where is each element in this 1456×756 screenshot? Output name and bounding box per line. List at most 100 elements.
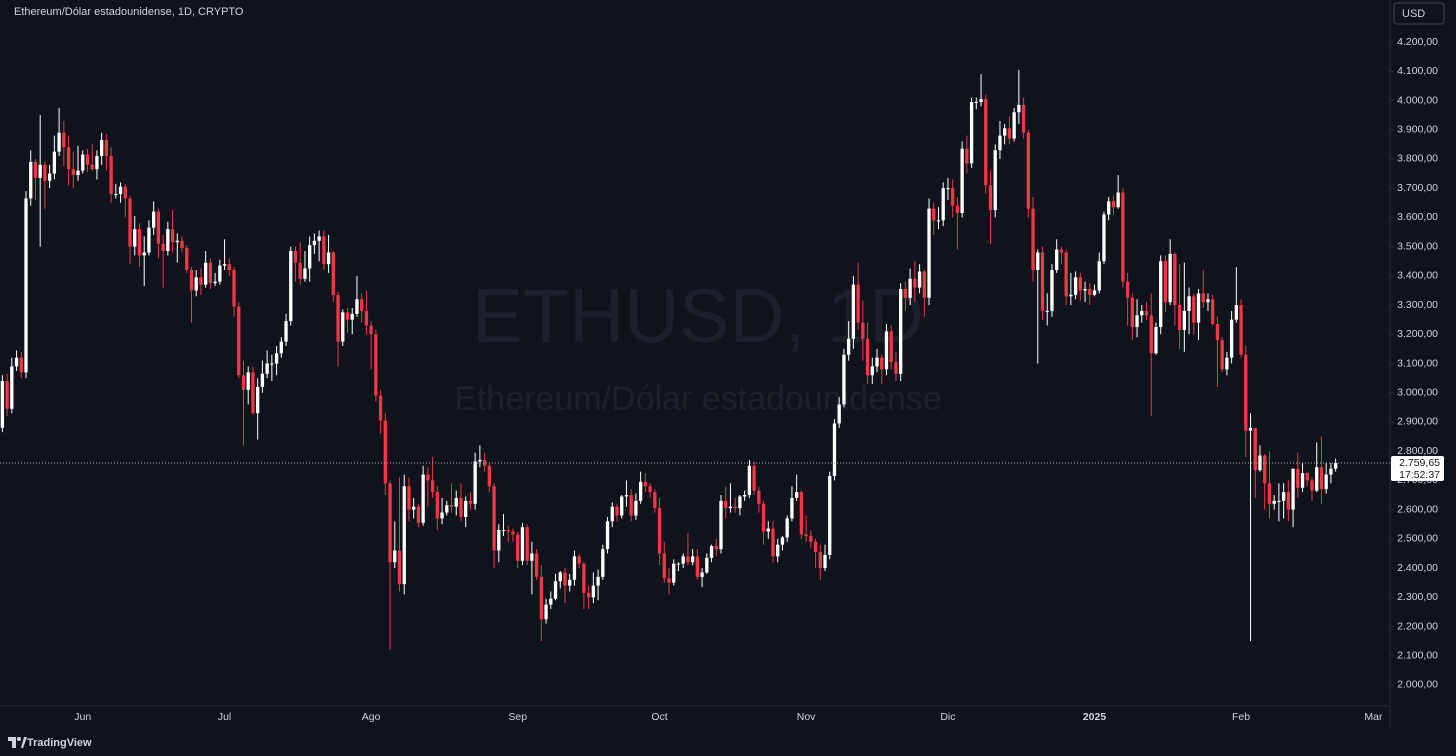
candle-body [809, 535, 813, 542]
y-tick-label: 3.000,00 [1397, 387, 1438, 399]
candle-body [752, 465, 756, 491]
candle-body [317, 236, 321, 241]
candle-body [478, 459, 482, 462]
candle-body [586, 592, 591, 598]
candle-body [790, 497, 794, 519]
candle-body [1329, 468, 1333, 475]
candle-body [1315, 467, 1319, 491]
candle-body [1121, 192, 1125, 282]
candle-body [506, 530, 510, 532]
candle-body [549, 598, 553, 605]
candle-body [24, 198, 28, 373]
candle-body [1026, 132, 1030, 209]
watermark-name: Ethereum/Dólar estadounidense [454, 380, 942, 418]
candle-body [998, 135, 1002, 151]
candle-body [326, 252, 331, 265]
candle-body [355, 299, 359, 314]
candle-body [601, 549, 605, 577]
candle-body [1088, 289, 1092, 295]
candle-body [142, 252, 146, 256]
candle-body [76, 170, 80, 176]
candle-body [492, 486, 496, 551]
candle-body [1258, 455, 1262, 471]
candle-body [14, 357, 19, 367]
candle-body [847, 338, 851, 355]
candle-body [1116, 192, 1120, 208]
candle-body [118, 186, 123, 195]
candle-body [298, 262, 302, 279]
candle-body [771, 528, 775, 557]
candle-body [657, 508, 662, 554]
x-tick-label: Oct [651, 711, 667, 723]
candle-body [1097, 261, 1101, 291]
candle-body [979, 99, 983, 102]
candle-body [1125, 281, 1130, 298]
candle-body [133, 229, 137, 247]
candle-body [473, 461, 477, 504]
candle-body [714, 546, 718, 550]
candle-body [57, 132, 61, 152]
candle-body [1040, 252, 1045, 311]
candle-body [941, 188, 945, 221]
candle-body [445, 505, 449, 513]
candle-body [960, 148, 964, 214]
candle-body [208, 262, 213, 284]
candle-body [204, 262, 208, 285]
x-tick-label: Nov [797, 711, 816, 723]
candle-body [256, 386, 260, 414]
currency-label[interactable]: USD [1402, 8, 1425, 20]
candle-body [965, 148, 969, 164]
chart-header: Ethereum/Dólar estadounidense, 1D, CRYPT… [14, 6, 244, 18]
candle-body [369, 325, 373, 335]
y-tick-label: 3.500,00 [1397, 240, 1438, 252]
candle-body [90, 164, 94, 170]
candle-body [341, 312, 345, 342]
candle-body [620, 496, 624, 516]
candle-body [1069, 294, 1073, 297]
candle-body [364, 310, 369, 326]
candle-body [1007, 128, 1012, 139]
candle-body [308, 245, 312, 269]
candle-body [553, 581, 558, 599]
candle-body [421, 474, 425, 523]
candle-body [468, 500, 473, 504]
y-tick-label: 2.400,00 [1397, 562, 1438, 574]
candle-body [520, 527, 525, 561]
candle-body [1078, 277, 1082, 291]
candle-body [52, 151, 57, 174]
candle-body [1201, 293, 1205, 303]
candle-body [794, 492, 799, 498]
candle-body [62, 132, 66, 148]
y-tick-label: 3.300,00 [1397, 299, 1438, 311]
candle-body [1319, 467, 1324, 490]
y-tick-label: 3.400,00 [1397, 270, 1438, 282]
candle-body [95, 156, 99, 170]
candle-body [1135, 315, 1139, 327]
candle-body [799, 492, 804, 535]
candle-body [629, 495, 633, 516]
candle-body [899, 289, 903, 374]
candle-body [516, 534, 520, 561]
candle-body [1305, 473, 1309, 481]
candle-body [1300, 473, 1305, 488]
candle-body [482, 459, 487, 466]
candle-body [804, 534, 808, 536]
candle-body [360, 299, 364, 311]
candle-body [889, 331, 893, 363]
currency-button[interactable] [1393, 2, 1445, 25]
candle-body [728, 506, 733, 509]
x-tick-label: Dic [940, 711, 955, 723]
candle-body [232, 270, 236, 307]
candle-body [870, 366, 874, 376]
candle-body [757, 490, 761, 504]
candle-body [402, 486, 406, 585]
candle-body [156, 211, 161, 244]
candle-body [1092, 290, 1097, 295]
candle-body [572, 556, 577, 580]
y-tick-label: 4.200,00 [1397, 36, 1438, 48]
candle-body [747, 465, 752, 496]
candle-body [1211, 299, 1215, 325]
candle-body [1215, 324, 1220, 341]
logo-dot [17, 737, 21, 741]
candle-body [1031, 208, 1035, 271]
